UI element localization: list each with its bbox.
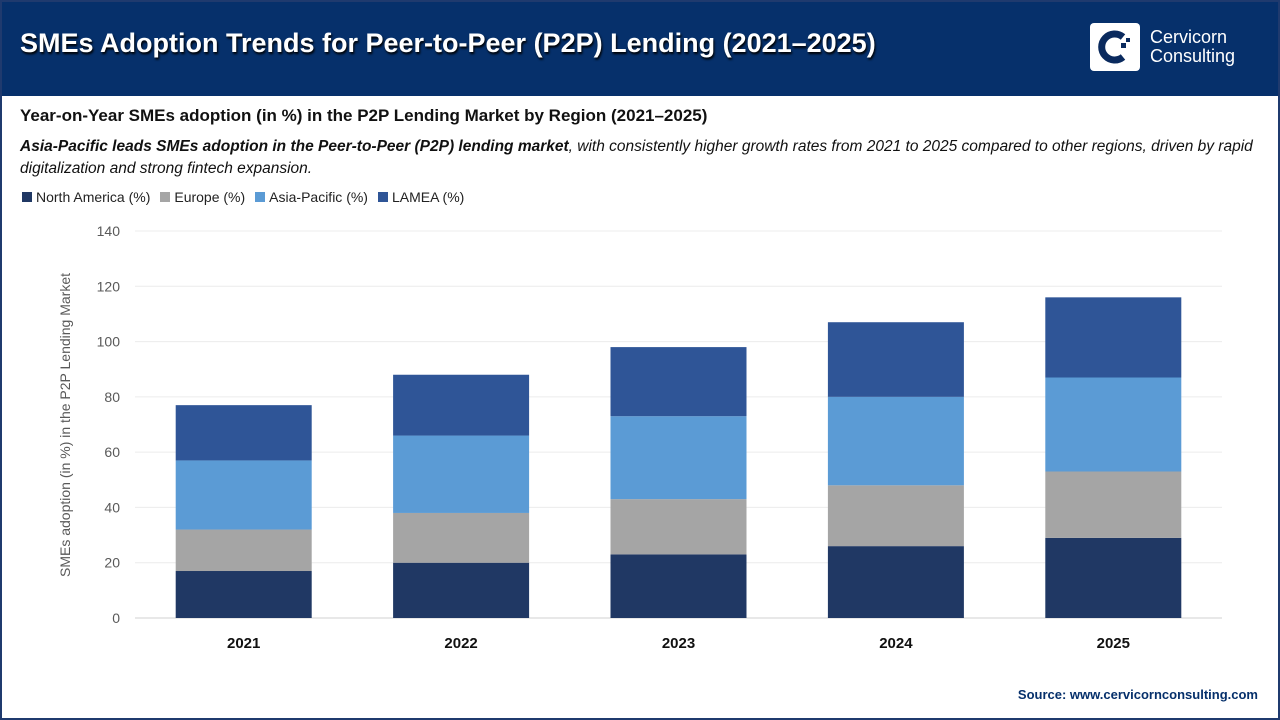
bar-segment-europe-2024 (827, 485, 964, 547)
legend-item: North America (%) (22, 189, 150, 205)
y-tick-label: 20 (104, 555, 120, 571)
bar-segment-lamea-2024 (827, 322, 964, 397)
y-tick-label: 0 (112, 610, 120, 626)
chart-legend: North America (%) Europe (%) Asia-Pacific … (22, 189, 464, 205)
legend-swatch (160, 192, 171, 202)
y-tick-label: 120 (97, 278, 121, 294)
source-note: Source: www.cervicornconsulting.com (1017, 687, 1258, 702)
bar-segment-north-america-2025 (1045, 537, 1182, 618)
y-tick-label: 60 (104, 444, 120, 460)
legend-item: Europe (%) (160, 189, 245, 205)
bar-segment-north-america-2024 (827, 546, 964, 618)
logo-icon (1090, 23, 1140, 71)
page-title: SMEs Adoption Trends for Peer-to-Peer (P… (20, 28, 876, 58)
y-tick-label: 40 (104, 499, 120, 515)
x-tick-label: 2022 (444, 635, 477, 652)
legend-item: Asia-Pacific (%) (255, 189, 368, 205)
bar-segment-lamea-2025 (1045, 297, 1182, 378)
bar-segment-lamea-2021 (175, 405, 312, 461)
chart-subtitle: Year-on-Year SMEs adoption (in %) in the… (20, 106, 708, 125)
legend-swatch (22, 192, 32, 202)
bar-segment-asia-pacific-2025 (1045, 377, 1182, 472)
bar-segment-north-america-2023 (610, 554, 747, 618)
bar-segment-europe-2023 (610, 499, 747, 555)
y-axis-label: SMEs adoption (in %) in the P2P Lending … (57, 273, 73, 577)
x-tick-label: 2024 (879, 635, 913, 652)
bar-segment-asia-pacific-2024 (827, 396, 964, 486)
legend-label: Europe (%) (174, 189, 246, 205)
bar-segment-north-america-2021 (175, 571, 312, 618)
legend-item: LAMEA (%) (377, 189, 465, 205)
logo-text: Cervicorn Consulting (1150, 28, 1235, 66)
logo-text-line2: Consulting (1150, 46, 1236, 66)
y-tick-label: 80 (104, 389, 120, 405)
bar-segment-asia-pacific-2021 (175, 460, 312, 530)
description-rest: , with consistently higher growth rates … (20, 138, 1253, 177)
x-tick-label: 2021 (227, 635, 260, 652)
chart-description: Asia-Pacific leads SMEs adoption in the … (20, 136, 1270, 180)
description-bold: Asia-Pacific leads SMEs adoption in the … (20, 138, 569, 155)
x-tick-label: 2023 (662, 635, 695, 652)
legend-label: North America (%) (36, 189, 151, 205)
legend-label: Asia-Pacific (%) (269, 189, 368, 205)
bar-segment-asia-pacific-2023 (610, 416, 747, 500)
legend-label: LAMEA (%) (391, 189, 465, 205)
bar-segment-asia-pacific-2022 (393, 435, 530, 513)
cervicorn-logo: Cervicorn Consulting (1090, 23, 1235, 71)
bar-segment-lamea-2022 (393, 374, 530, 436)
bar-segment-europe-2021 (175, 529, 312, 572)
x-tick-label: 2025 (1097, 635, 1130, 652)
bar-segment-lamea-2023 (610, 347, 747, 417)
header-banner: SMEs Adoption Trends for Peer-to-Peer (P… (0, 0, 1280, 96)
logo-text-line1: Cervicorn (1150, 27, 1228, 47)
bar-segment-europe-2025 (1045, 471, 1182, 538)
bar-segment-europe-2022 (393, 512, 530, 563)
bar-segment-north-america-2022 (393, 562, 530, 618)
y-tick-label: 100 (97, 334, 121, 350)
y-tick-label: 140 (97, 223, 121, 239)
legend-swatch (377, 192, 388, 202)
legend-swatch (255, 192, 266, 202)
